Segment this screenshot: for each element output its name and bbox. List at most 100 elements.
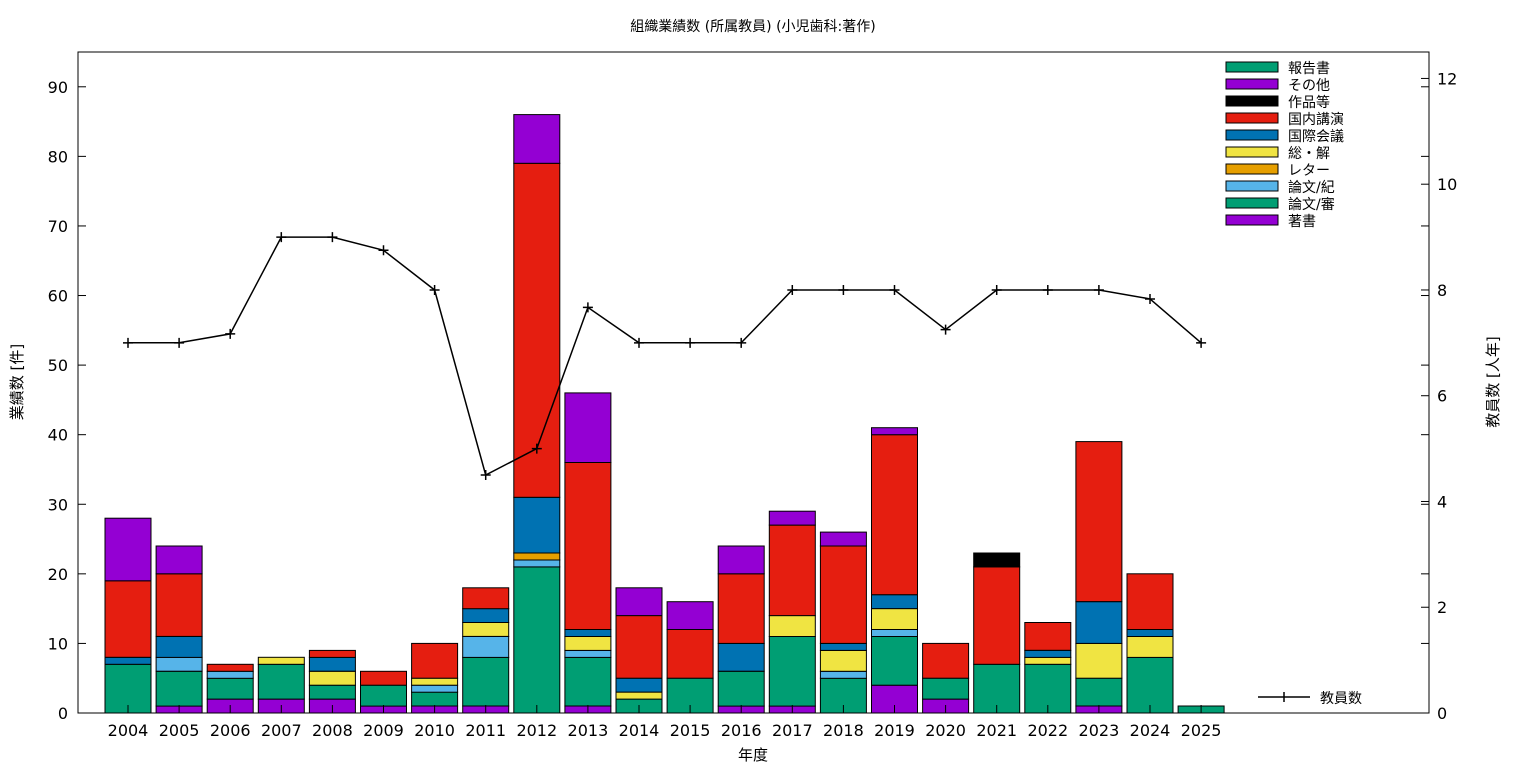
bar-segment bbox=[564, 392, 612, 463]
bar-segment bbox=[871, 594, 918, 610]
legend-label: 論文/紀 bbox=[1288, 180, 1335, 196]
bar-segment bbox=[462, 587, 510, 610]
bar-segment bbox=[360, 670, 407, 686]
line-point bbox=[1093, 284, 1104, 295]
bar-segment bbox=[973, 552, 1021, 568]
y-axis: 0 10 20 30 40 50 60 70 80 90 bbox=[48, 78, 1429, 723]
x-tick-label: 2012 bbox=[516, 721, 557, 740]
bar-segment bbox=[819, 531, 867, 547]
bar-segment bbox=[104, 517, 152, 582]
bar-segment bbox=[564, 462, 612, 630]
bar-segment bbox=[513, 162, 561, 498]
bar-segment bbox=[1024, 649, 1072, 658]
bar-segment bbox=[871, 608, 918, 630]
legend-swatch bbox=[1225, 61, 1279, 73]
bar-segment bbox=[462, 636, 510, 658]
y-tick-label: 70 bbox=[48, 217, 68, 236]
x-tick-label: 2014 bbox=[619, 721, 660, 740]
y2-tick-label: 2 bbox=[1437, 598, 1447, 617]
bar-segment bbox=[564, 656, 612, 707]
y2-tick-label: 6 bbox=[1437, 387, 1447, 406]
x-tick-label: 2023 bbox=[1079, 721, 1120, 740]
bar-segment bbox=[513, 559, 561, 568]
y2-tick-label: 4 bbox=[1437, 492, 1447, 511]
line-legend-label: 教員数 bbox=[1320, 691, 1362, 707]
y2-axis: 0 2 4 6 8 10 12 bbox=[1421, 69, 1457, 723]
bar-segment bbox=[615, 677, 663, 693]
x-axis-label: 年度 bbox=[738, 746, 768, 764]
bar-segment bbox=[513, 114, 561, 164]
bar-segment bbox=[1075, 441, 1123, 603]
line-point bbox=[685, 337, 696, 348]
bar-segment bbox=[768, 510, 816, 526]
bar-segment bbox=[462, 608, 510, 623]
bar-segment bbox=[1075, 642, 1123, 679]
y-axis-label: 業績数 [件] bbox=[8, 344, 26, 420]
y-tick-label: 50 bbox=[48, 356, 68, 375]
x-tick-label: 2020 bbox=[925, 721, 966, 740]
bar-segment bbox=[717, 642, 765, 672]
line-point bbox=[940, 324, 951, 335]
x-tick-label: 2008 bbox=[312, 721, 353, 740]
legend-label: 報告書 bbox=[1288, 61, 1330, 77]
bar-segment bbox=[104, 580, 152, 658]
bar-segment bbox=[871, 636, 918, 686]
line-point bbox=[174, 337, 185, 348]
line-point bbox=[1042, 284, 1053, 295]
y2-tick-label: 8 bbox=[1437, 281, 1447, 300]
bar-segment bbox=[871, 434, 918, 596]
legend-label: その他 bbox=[1288, 78, 1330, 94]
y2-tick-label: 10 bbox=[1437, 175, 1457, 194]
legend-label: 国際会議 bbox=[1288, 128, 1344, 145]
plot-area bbox=[104, 114, 1225, 714]
legend-label: レター bbox=[1288, 163, 1330, 179]
bar-segment bbox=[513, 552, 561, 561]
bar-segment bbox=[155, 670, 203, 707]
line-point bbox=[582, 302, 593, 313]
bar-segment bbox=[206, 670, 254, 679]
y-tick-label: 0 bbox=[58, 704, 68, 723]
bar-segment bbox=[1075, 601, 1123, 644]
bar-segment bbox=[922, 677, 970, 700]
x-tick-label: 2019 bbox=[874, 721, 915, 740]
legend-swatch bbox=[1225, 197, 1279, 209]
bar-segment bbox=[1126, 573, 1174, 630]
line-point bbox=[634, 337, 644, 348]
bar-segment bbox=[104, 656, 152, 665]
bar-segment bbox=[615, 587, 663, 617]
x-tick-label: 2006 bbox=[210, 721, 251, 740]
bar-segment bbox=[615, 615, 663, 679]
legend-swatch bbox=[1225, 180, 1279, 192]
bar-segment bbox=[973, 566, 1021, 665]
legend-label: 論文/審 bbox=[1288, 197, 1335, 213]
x-tick-label: 2016 bbox=[721, 721, 762, 740]
x-axis: 2004 2005 2006 2007 2008 2009 2010 2011 2012 2013… bbox=[108, 705, 1221, 740]
x-tick-label: 2004 bbox=[108, 721, 149, 740]
line-point bbox=[531, 443, 542, 454]
bar-segment bbox=[513, 496, 561, 554]
legend-swatch bbox=[1225, 146, 1279, 158]
bar-segment bbox=[1075, 677, 1123, 707]
bar-segment bbox=[564, 649, 612, 658]
bar-segment bbox=[308, 684, 356, 700]
bar-segment bbox=[513, 566, 561, 714]
line-point bbox=[1145, 293, 1155, 304]
y-tick-label: 40 bbox=[48, 426, 68, 445]
y2-axis-label: 教員数 [人年] bbox=[1484, 336, 1502, 427]
y2-tick-label: 0 bbox=[1437, 704, 1447, 723]
x-tick-label: 2024 bbox=[1130, 721, 1171, 740]
bar-segment bbox=[666, 629, 714, 679]
bar-segment bbox=[1126, 636, 1174, 658]
bar-segment bbox=[155, 573, 203, 637]
bar-segment bbox=[717, 573, 765, 644]
y-tick-label: 30 bbox=[48, 495, 68, 514]
legend-swatch bbox=[1225, 78, 1279, 90]
y2-tick-label: 12 bbox=[1437, 69, 1457, 88]
legend-swatch bbox=[1225, 129, 1279, 141]
bar-segment bbox=[922, 642, 970, 679]
bar-segment bbox=[768, 524, 816, 617]
line-series bbox=[128, 236, 1202, 477]
bar-segment bbox=[768, 615, 816, 637]
y-tick-label: 60 bbox=[48, 287, 68, 306]
